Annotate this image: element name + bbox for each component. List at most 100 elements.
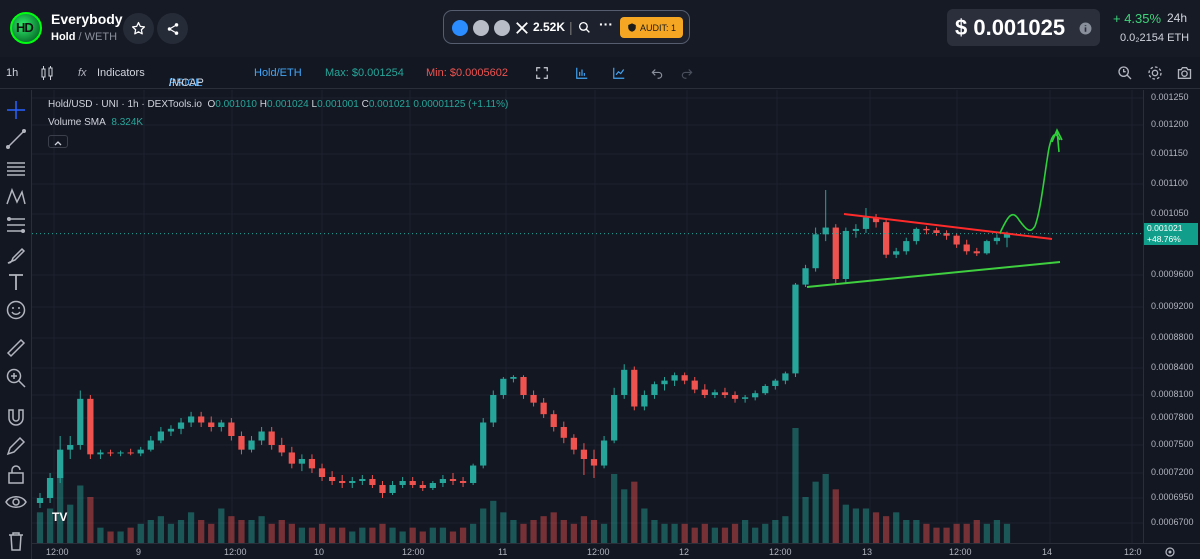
zoom-in-icon[interactable] bbox=[5, 367, 27, 389]
volume-bar bbox=[46, 508, 54, 543]
info-icon[interactable] bbox=[1079, 22, 1092, 35]
candle-body bbox=[993, 237, 1001, 242]
candle-body bbox=[157, 431, 164, 441]
volume-bar bbox=[198, 520, 205, 543]
volume-bar bbox=[862, 508, 870, 543]
volume-bar bbox=[298, 527, 306, 543]
axis-settings-icon[interactable] bbox=[1164, 546, 1176, 558]
volume-bar bbox=[77, 485, 84, 543]
horizontal-lines-icon[interactable] bbox=[5, 158, 27, 180]
candle-body bbox=[97, 452, 104, 455]
candle-body bbox=[177, 422, 185, 429]
undo-icon[interactable] bbox=[650, 66, 664, 80]
collapse-legend-button[interactable] bbox=[48, 135, 68, 148]
volume-bar bbox=[500, 512, 507, 543]
volume-bar bbox=[208, 523, 215, 543]
tradingview-logo[interactable]: TV bbox=[52, 510, 68, 524]
candle-body bbox=[923, 228, 930, 231]
y-tick-label: 0.001250 bbox=[1151, 92, 1189, 102]
candle-body bbox=[792, 284, 799, 374]
volume-bar bbox=[943, 527, 950, 543]
dextools-icon[interactable] bbox=[452, 20, 468, 36]
x-tick-label: 11 bbox=[498, 547, 508, 557]
camera-icon[interactable] bbox=[1176, 65, 1193, 81]
token-logo: HD bbox=[10, 12, 42, 44]
price-chart[interactable] bbox=[32, 90, 1144, 543]
volume-bar bbox=[57, 474, 64, 543]
compare-icon[interactable] bbox=[612, 66, 626, 80]
pattern-icon[interactable] bbox=[5, 186, 27, 208]
candle-body bbox=[762, 386, 769, 394]
share-button[interactable] bbox=[157, 13, 188, 44]
candle-body bbox=[198, 416, 205, 423]
fullscreen-icon[interactable] bbox=[535, 66, 549, 80]
lock-icon[interactable] bbox=[5, 463, 27, 485]
candle-type-icon[interactable] bbox=[41, 66, 53, 80]
candle-body bbox=[359, 479, 366, 481]
volume-bar bbox=[117, 531, 124, 543]
telegram-icon[interactable] bbox=[494, 20, 510, 36]
volume-bar bbox=[651, 520, 658, 543]
share-icon bbox=[167, 22, 178, 35]
bar-chart-icon[interactable] bbox=[575, 66, 589, 80]
favorite-button[interactable] bbox=[123, 13, 154, 44]
candle-body bbox=[480, 422, 487, 466]
volume-bar bbox=[852, 508, 860, 543]
candle-body bbox=[580, 449, 588, 459]
candle-body bbox=[278, 445, 285, 453]
trendline-icon[interactable] bbox=[5, 128, 27, 150]
brush-icon[interactable] bbox=[5, 244, 27, 266]
candle-body bbox=[520, 377, 527, 395]
time-axis: 12:00 9 12:00 10 12:00 11 12:00 12 12:00 13 12:00 1… bbox=[32, 543, 1200, 559]
magnet-icon[interactable] bbox=[5, 406, 27, 428]
fib-icon[interactable] bbox=[5, 214, 27, 236]
candle-body bbox=[258, 431, 265, 441]
candle-body bbox=[248, 440, 255, 450]
x-twitter-icon[interactable] bbox=[515, 21, 529, 35]
volume-bar bbox=[127, 527, 134, 543]
redo-icon[interactable] bbox=[680, 66, 694, 80]
volume-bar bbox=[147, 520, 154, 543]
y-tick-label: 0.001100 bbox=[1151, 178, 1188, 188]
candle-body bbox=[187, 416, 195, 423]
candle-body bbox=[600, 440, 608, 466]
x-tick-label: 12:00 bbox=[949, 547, 972, 557]
volume-bar bbox=[973, 520, 980, 543]
zoom-clock-icon[interactable] bbox=[1117, 65, 1133, 81]
more-icon[interactable]: ··· bbox=[599, 16, 613, 32]
emoji-icon[interactable] bbox=[5, 299, 27, 321]
audit-button[interactable]: AUDIT: 1 bbox=[620, 17, 683, 38]
text-icon[interactable] bbox=[5, 271, 27, 293]
ohlc-legend: Hold/USD · UNI · 1h · DEXTools.io O0.001… bbox=[48, 99, 509, 110]
volume-bar bbox=[711, 527, 719, 543]
volume-bar bbox=[520, 523, 527, 543]
eye-icon[interactable] bbox=[5, 491, 27, 513]
volume-bar bbox=[701, 523, 708, 543]
candle-body bbox=[318, 468, 326, 477]
search-icon[interactable] bbox=[578, 21, 591, 34]
candle-body bbox=[218, 422, 225, 427]
pair-toggle[interactable]: Hold/ETH bbox=[254, 67, 302, 79]
trash-icon[interactable] bbox=[5, 530, 27, 552]
x-tick-label: 12:00 bbox=[402, 547, 425, 557]
candle-body bbox=[490, 395, 497, 423]
x-tick-label: 12:0 bbox=[1124, 547, 1142, 557]
price-eth: 0.0₂2154 ETH bbox=[1120, 32, 1190, 44]
y-tick-label: 0.001050 bbox=[1151, 208, 1189, 218]
indicators-button[interactable]: Indicators bbox=[97, 67, 145, 79]
volume-bar bbox=[963, 523, 970, 543]
edit-lock-icon[interactable] bbox=[5, 435, 27, 457]
settings-icon[interactable] bbox=[1147, 65, 1163, 81]
candle-body bbox=[983, 241, 990, 254]
crosshair-icon[interactable] bbox=[5, 99, 27, 121]
globe-icon[interactable] bbox=[473, 20, 489, 36]
volume-bar bbox=[993, 520, 1001, 543]
volume-bar bbox=[419, 531, 426, 543]
candle-body bbox=[681, 375, 688, 381]
volume-bars bbox=[36, 428, 1011, 543]
interval-selector[interactable]: 1h bbox=[6, 67, 19, 79]
y-tick-label: 0.0007800 bbox=[1151, 412, 1194, 422]
volume-bar bbox=[983, 523, 990, 543]
ruler-icon[interactable] bbox=[5, 337, 27, 359]
volume-bar bbox=[691, 527, 698, 543]
